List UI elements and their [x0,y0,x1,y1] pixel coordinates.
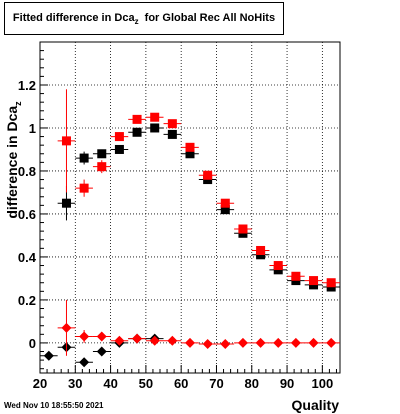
data-point-diamond [273,337,284,348]
chart-title-sub: z [134,17,139,26]
data-point-diamond [149,335,160,346]
x-tick-label: 100 [312,376,334,391]
x-tick-label: 60 [174,376,188,391]
chart-title-rest: for Global Rec All NoHits [138,12,276,24]
x-tick-label: 40 [103,376,117,391]
data-point-square [114,144,124,154]
data-point-square [291,271,301,281]
data-point-diamond [61,322,72,333]
y-tick-label: 0.8 [18,164,36,179]
x-axis-label: Quality [292,397,340,413]
data-point-diamond [96,331,107,342]
data-point-diamond [79,357,90,368]
data-point-square [114,132,124,142]
data-point-square [273,261,283,271]
data-point-square [97,162,107,172]
data-point-diamond [237,337,248,348]
data-point-square [61,198,71,208]
data-point-diamond [220,338,231,349]
x-tick-label: 80 [245,376,259,391]
y-tick-label: 1 [29,121,36,136]
chart-title-main: Fitted difference in Dca [12,12,135,24]
y-tick-label: 0.2 [18,293,36,308]
y-axis-label-sub: z [13,101,23,106]
x-tick-label: 50 [139,376,153,391]
data-point-square [132,114,142,124]
data-point-square [97,149,107,159]
data-point-diamond [79,331,90,342]
data-point-square [326,278,336,288]
data-point-square [220,198,230,208]
data-point-square [167,129,177,139]
chart-title-box: Fitted difference in Dcaz for Global Rec… [4,2,284,35]
data-point-square [61,136,71,146]
data-point-diamond [255,337,266,348]
axes: 20 30 40 50 60 70 80 90 100 0 0.2 0.4 0.6 0.8 1 1.2 [18,41,337,391]
data-marks [40,89,340,368]
y-tick-label: 0.4 [18,250,37,265]
y-axis-label-main: difference in Dca [4,106,20,219]
data-point-diamond [96,346,107,357]
data-point-square [185,149,195,159]
data-point-square [132,127,142,137]
data-point-diamond [202,338,213,349]
data-point-diamond [185,337,195,348]
data-point-square [185,142,195,152]
x-tick-label: 20 [33,376,47,391]
data-point-diamond [290,337,301,348]
x-tick-label: 90 [280,376,294,391]
data-point-square [150,123,160,133]
y-axis-label: difference in Dcaz [4,101,23,219]
chart-title: Fitted difference in Dcaz for Global Rec… [5,12,283,26]
data-point-diamond [308,337,319,348]
data-point-diamond [167,335,178,346]
timestamp-footer: Wed Nov 10 18:55:50 2021 [4,401,104,410]
y-tick-label: 0.6 [18,207,36,222]
data-point-square [256,245,266,255]
data-point-square [309,276,319,286]
plot-frame [39,41,341,374]
data-point-square [238,224,248,234]
grid-lines [40,42,340,373]
data-point-diamond [132,333,143,344]
data-point-square [167,119,177,129]
data-point-diamond [43,350,54,361]
data-point-square [150,112,160,122]
y-tick-label: 0 [29,336,36,351]
x-tick-label: 70 [209,376,223,391]
data-point-square [79,183,89,193]
data-point-diamond [326,337,337,348]
y-tick-label: 1.2 [18,78,36,93]
data-point-square [220,205,230,215]
data-point-square [203,170,213,180]
x-tick-label: 30 [68,376,82,391]
data-point-square [79,153,89,163]
data-point-diamond [114,335,125,346]
